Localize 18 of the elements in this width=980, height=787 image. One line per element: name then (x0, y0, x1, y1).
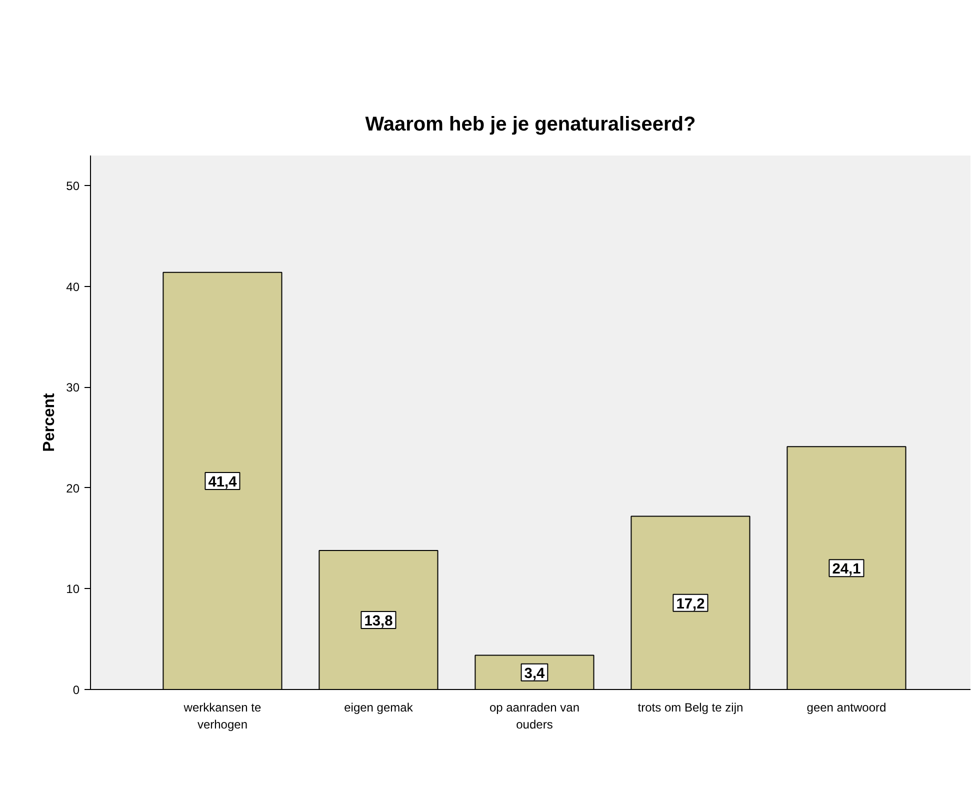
y-tick-label: 30 (66, 380, 80, 395)
data-label: 3,4 (524, 666, 546, 682)
y-tick-label: 40 (66, 280, 80, 294)
chart-title: Waarom heb je je genaturaliseerd? (365, 114, 696, 136)
x-tick-label: op aanraden van ouders (489, 700, 580, 732)
y-tick-label: 50 (66, 179, 80, 194)
data-label: 17,2 (676, 596, 705, 612)
x-tick-label: werkkansen te verhogen (182, 700, 262, 732)
data-label: 41,4 (208, 474, 238, 490)
x-tick-label: geen antwoord (806, 700, 886, 714)
data-label: 24,1 (832, 562, 861, 578)
x-tick-label: eigen gemak (344, 700, 414, 714)
y-tick-label: 10 (66, 582, 80, 596)
y-tick-label: 0 (72, 683, 80, 697)
y-axis-title: Percent (41, 392, 58, 452)
x-tick-label: trots om Belg te zijn (638, 700, 744, 714)
y-tick-label: 20 (66, 481, 80, 496)
data-label: 13,8 (364, 613, 393, 630)
